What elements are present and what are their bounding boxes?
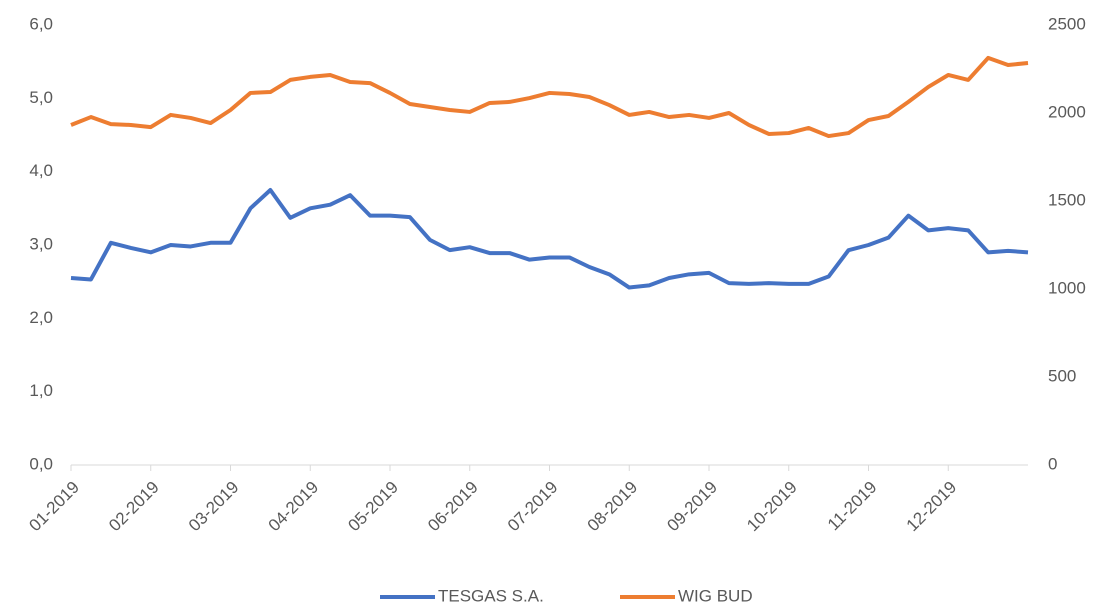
y-tick-label: 1,0 xyxy=(29,381,53,400)
x-tick-label: 04-2019 xyxy=(265,478,323,536)
x-tick-label: 09-2019 xyxy=(663,478,721,536)
y-tick-label: 3,0 xyxy=(29,234,53,253)
x-tick-label: 01-2019 xyxy=(25,478,83,536)
y-tick-label: 6,0 xyxy=(29,14,53,33)
y2-tick-label: 2000 xyxy=(1048,102,1086,121)
x-tick-label: 10-2019 xyxy=(743,478,801,536)
x-tick-label: 12-2019 xyxy=(903,478,961,536)
x-tick-label: 05-2019 xyxy=(344,478,402,536)
x-tick-label: 11-2019 xyxy=(824,478,881,535)
y-tick-label: 5,0 xyxy=(29,88,53,107)
line-series xyxy=(70,55,1029,139)
y-tick-label: 4,0 xyxy=(29,161,53,180)
y-tick-label: 2,0 xyxy=(29,308,53,327)
line-series xyxy=(70,188,1029,290)
legend-label: TESGAS S.A. xyxy=(438,586,544,605)
y2-tick-label: 2500 xyxy=(1048,14,1086,33)
x-tick-label: 08-2019 xyxy=(584,478,642,536)
y2-tick-label: 500 xyxy=(1048,366,1076,385)
legend-label: WIG BUD xyxy=(678,586,753,605)
x-tick-label: 03-2019 xyxy=(185,478,243,536)
x-tick-label: 02-2019 xyxy=(105,478,163,536)
y2-tick-label: 1000 xyxy=(1048,278,1086,297)
y2-tick-label: 0 xyxy=(1048,454,1057,473)
x-tick-label: 07-2019 xyxy=(504,478,562,536)
y-tick-label: 0,0 xyxy=(29,454,53,473)
x-tick-label: 06-2019 xyxy=(424,478,482,536)
y2-tick-label: 1500 xyxy=(1048,190,1086,209)
